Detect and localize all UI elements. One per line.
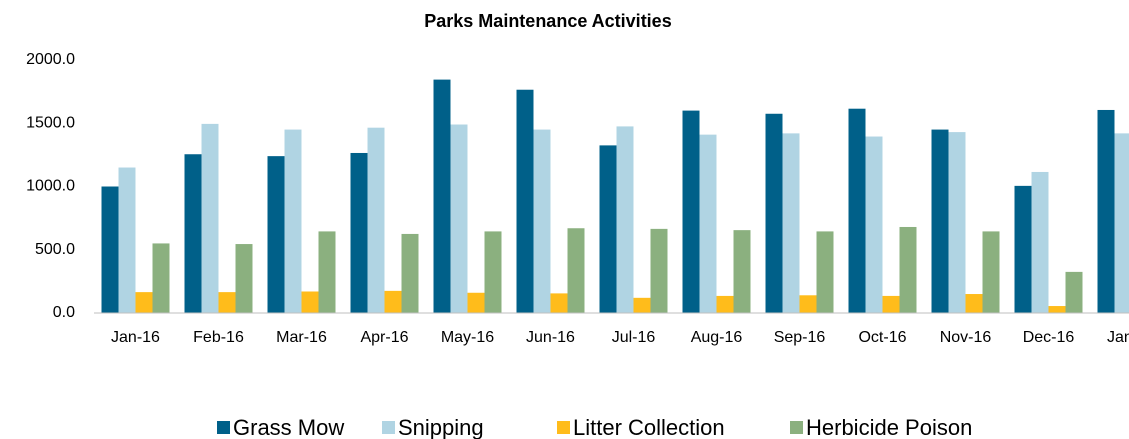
bar bbox=[1114, 133, 1129, 313]
bar bbox=[931, 129, 949, 313]
bar bbox=[1048, 306, 1066, 313]
x-tick-label: May-16 bbox=[441, 329, 494, 346]
bar bbox=[816, 231, 834, 313]
bar bbox=[865, 136, 883, 313]
legend-swatch bbox=[790, 421, 803, 434]
bar bbox=[184, 154, 202, 313]
bar bbox=[1014, 185, 1032, 313]
bar bbox=[367, 127, 385, 314]
bar bbox=[1031, 171, 1049, 313]
bar bbox=[682, 110, 700, 313]
bar bbox=[699, 134, 717, 313]
x-tick-label: Aug-16 bbox=[691, 329, 743, 346]
bar bbox=[899, 226, 917, 313]
x-tick-label: Nov-16 bbox=[940, 329, 992, 346]
legend-label: Grass Mow bbox=[233, 415, 344, 439]
bar bbox=[401, 233, 419, 313]
bar bbox=[433, 79, 451, 313]
x-tick-label: Oct-16 bbox=[858, 329, 906, 346]
bar bbox=[882, 295, 900, 313]
bar bbox=[284, 129, 302, 313]
y-tick-label: 500.0 bbox=[35, 241, 75, 258]
bar bbox=[318, 231, 336, 313]
bar bbox=[350, 152, 368, 313]
bar bbox=[965, 294, 983, 313]
bar bbox=[799, 295, 817, 313]
bar bbox=[384, 290, 402, 313]
bar bbox=[567, 228, 585, 313]
x-tick-label: Feb-16 bbox=[193, 329, 244, 346]
bar bbox=[516, 89, 534, 313]
bar bbox=[616, 126, 634, 313]
legend-swatch bbox=[557, 421, 570, 434]
y-tick-label: 1500.0 bbox=[26, 114, 75, 131]
bar bbox=[152, 243, 170, 313]
x-tick-label: Apr-16 bbox=[360, 329, 408, 346]
x-tick-label: Jan-17 bbox=[1107, 329, 1129, 346]
y-tick-label: 1000.0 bbox=[26, 178, 75, 195]
chart-title: Parks Maintenance Activities bbox=[424, 11, 671, 31]
bar bbox=[948, 132, 966, 313]
bar bbox=[218, 292, 236, 313]
legend-swatch bbox=[217, 421, 230, 434]
bar bbox=[1097, 109, 1115, 313]
legend-label: Snipping bbox=[398, 415, 484, 439]
bar bbox=[982, 231, 1000, 313]
legend-swatch bbox=[382, 421, 395, 434]
y-tick-label: 0.0 bbox=[53, 304, 75, 321]
bar bbox=[765, 113, 783, 313]
x-tick-label: Jul-16 bbox=[612, 329, 656, 346]
bar bbox=[201, 123, 219, 313]
bar bbox=[848, 108, 866, 313]
legend-label: Herbicide Poison bbox=[806, 415, 972, 439]
x-tick-label: Jan-16 bbox=[111, 329, 160, 346]
bar bbox=[782, 133, 800, 313]
bar bbox=[599, 145, 617, 313]
legend-label: Litter Collection bbox=[573, 415, 725, 439]
bar bbox=[650, 228, 668, 313]
x-tick-label: Jun-16 bbox=[526, 329, 575, 346]
bar bbox=[550, 293, 568, 313]
bar bbox=[633, 297, 651, 313]
bar bbox=[301, 291, 319, 313]
bar bbox=[467, 292, 485, 313]
bar bbox=[101, 186, 119, 313]
bar bbox=[450, 124, 468, 313]
bar bbox=[267, 156, 285, 313]
bar bbox=[733, 230, 751, 313]
x-tick-label: Mar-16 bbox=[276, 329, 327, 346]
bar bbox=[235, 244, 253, 313]
x-tick-label: Dec-16 bbox=[1023, 329, 1075, 346]
bar bbox=[484, 231, 502, 313]
bar bbox=[118, 167, 136, 313]
bar bbox=[135, 292, 153, 313]
bar bbox=[533, 129, 551, 313]
y-tick-label: 2000.0 bbox=[26, 51, 75, 68]
x-tick-label: Sep-16 bbox=[774, 329, 826, 346]
bar bbox=[1065, 271, 1083, 313]
bar bbox=[716, 295, 734, 313]
